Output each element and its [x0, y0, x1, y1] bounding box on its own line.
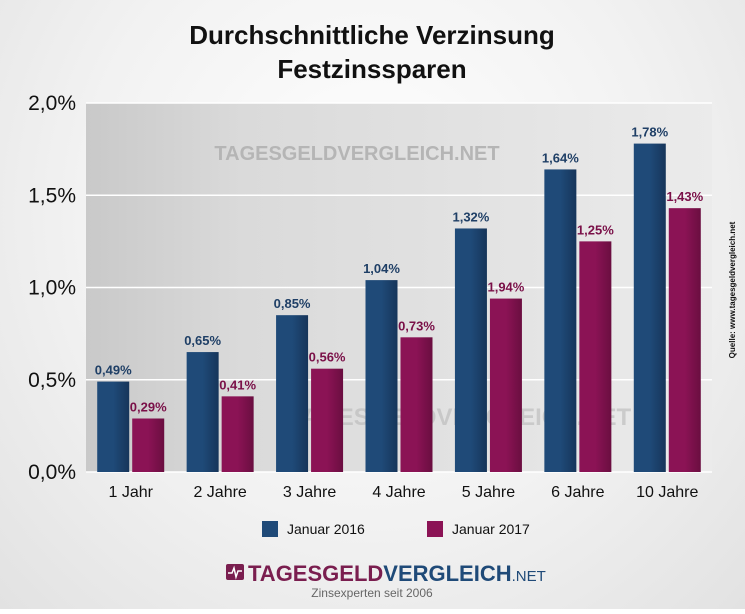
data-label: 0,65% [184, 333, 221, 348]
logo-part-net: .NET [512, 568, 546, 585]
chart-title: Durchschnittliche Verzinsung [189, 20, 555, 50]
bar-januar-2016 [276, 315, 309, 472]
data-label: 1,25% [577, 222, 614, 237]
legend-swatch-januar-2016 [262, 521, 278, 537]
data-label: 1,78% [631, 125, 668, 140]
data-label: 0,29% [130, 399, 167, 414]
data-label: 1,32% [452, 209, 489, 224]
bar-januar-2017 [311, 368, 344, 472]
y-tick-label: 1,5% [28, 184, 76, 207]
bars [97, 143, 701, 473]
logo-part-vergleich: VERGLEICH [383, 561, 511, 586]
x-tick-label: 3 Jahre [283, 484, 336, 501]
source-note: Quelle: www.tagesgeldvergleich.net [728, 221, 737, 358]
bar-januar-2016 [365, 280, 398, 472]
legend-label-januar-2017: Januar 2017 [452, 521, 530, 537]
y-tick-label: 2,0% [28, 92, 76, 115]
data-label: 0,73% [398, 318, 435, 333]
data-label: 0,49% [95, 363, 132, 378]
data-label: 0,85% [274, 296, 311, 311]
y-tick-label: 0,5% [28, 369, 76, 392]
data-label: 1,94% [487, 280, 524, 295]
data-label: 1,64% [542, 150, 579, 165]
data-label: 0,56% [309, 350, 346, 365]
logo-pulse-icon [228, 565, 242, 580]
data-labels: 0,49% 0,29% 0,65% 0,41% 0,85% 0,56% 1,04% 0,73%… [95, 125, 704, 415]
y-axis-ticks: 0,0% 0,5% 1,0% 1,5% 2,0% [28, 92, 76, 484]
x-tick-label: 10 Jahre [636, 484, 698, 501]
data-label: 0,41% [219, 377, 256, 392]
logo-text: TAGESGELDVERGLEICH.NET [248, 561, 546, 586]
legend-label-januar-2016: Januar 2016 [287, 521, 365, 537]
chart-subtitle: Festzinssparen [277, 54, 466, 84]
x-tick-label: 5 Jahre [462, 484, 515, 501]
x-axis-ticks: 1 Jahr 2 Jahre 3 Jahre 4 Jahre 5 Jahre 6 Jahr… [108, 484, 698, 501]
bar-januar-2017 [132, 418, 165, 472]
bar-januar-2016 [633, 143, 666, 472]
y-tick-label: 1,0% [28, 277, 76, 300]
legend-swatch-januar-2017 [427, 521, 443, 537]
bar-januar-2016 [454, 228, 487, 472]
bar-januar-2017 [489, 298, 522, 472]
bar-januar-2016 [544, 169, 577, 473]
x-tick-label: 2 Jahre [193, 484, 246, 501]
logo-tagline: Zinsexperten seit 2006 [311, 586, 433, 600]
legend: Januar 2016 Januar 2017 [262, 521, 530, 537]
bar-januar-2017 [400, 337, 433, 472]
x-tick-label: 6 Jahre [551, 484, 604, 501]
bar-januar-2016 [97, 381, 130, 472]
data-label: 1,04% [363, 261, 400, 276]
y-tick-label: 0,0% [28, 461, 76, 484]
logo: TAGESGELDVERGLEICH.NET Zinsexperten seit… [226, 561, 546, 600]
bar-januar-2016 [186, 352, 219, 472]
data-label: 1,43% [666, 189, 703, 204]
logo-part-tagesgeld: TAGESGELD [248, 561, 383, 586]
bar-januar-2017 [221, 396, 254, 472]
watermark-top: TAGESGELDVERGLEICH.NET [214, 143, 499, 165]
x-tick-label: 4 Jahre [372, 484, 425, 501]
bar-januar-2017 [579, 241, 612, 472]
bar-januar-2017 [668, 208, 701, 473]
x-tick-label: 1 Jahr [108, 484, 153, 501]
